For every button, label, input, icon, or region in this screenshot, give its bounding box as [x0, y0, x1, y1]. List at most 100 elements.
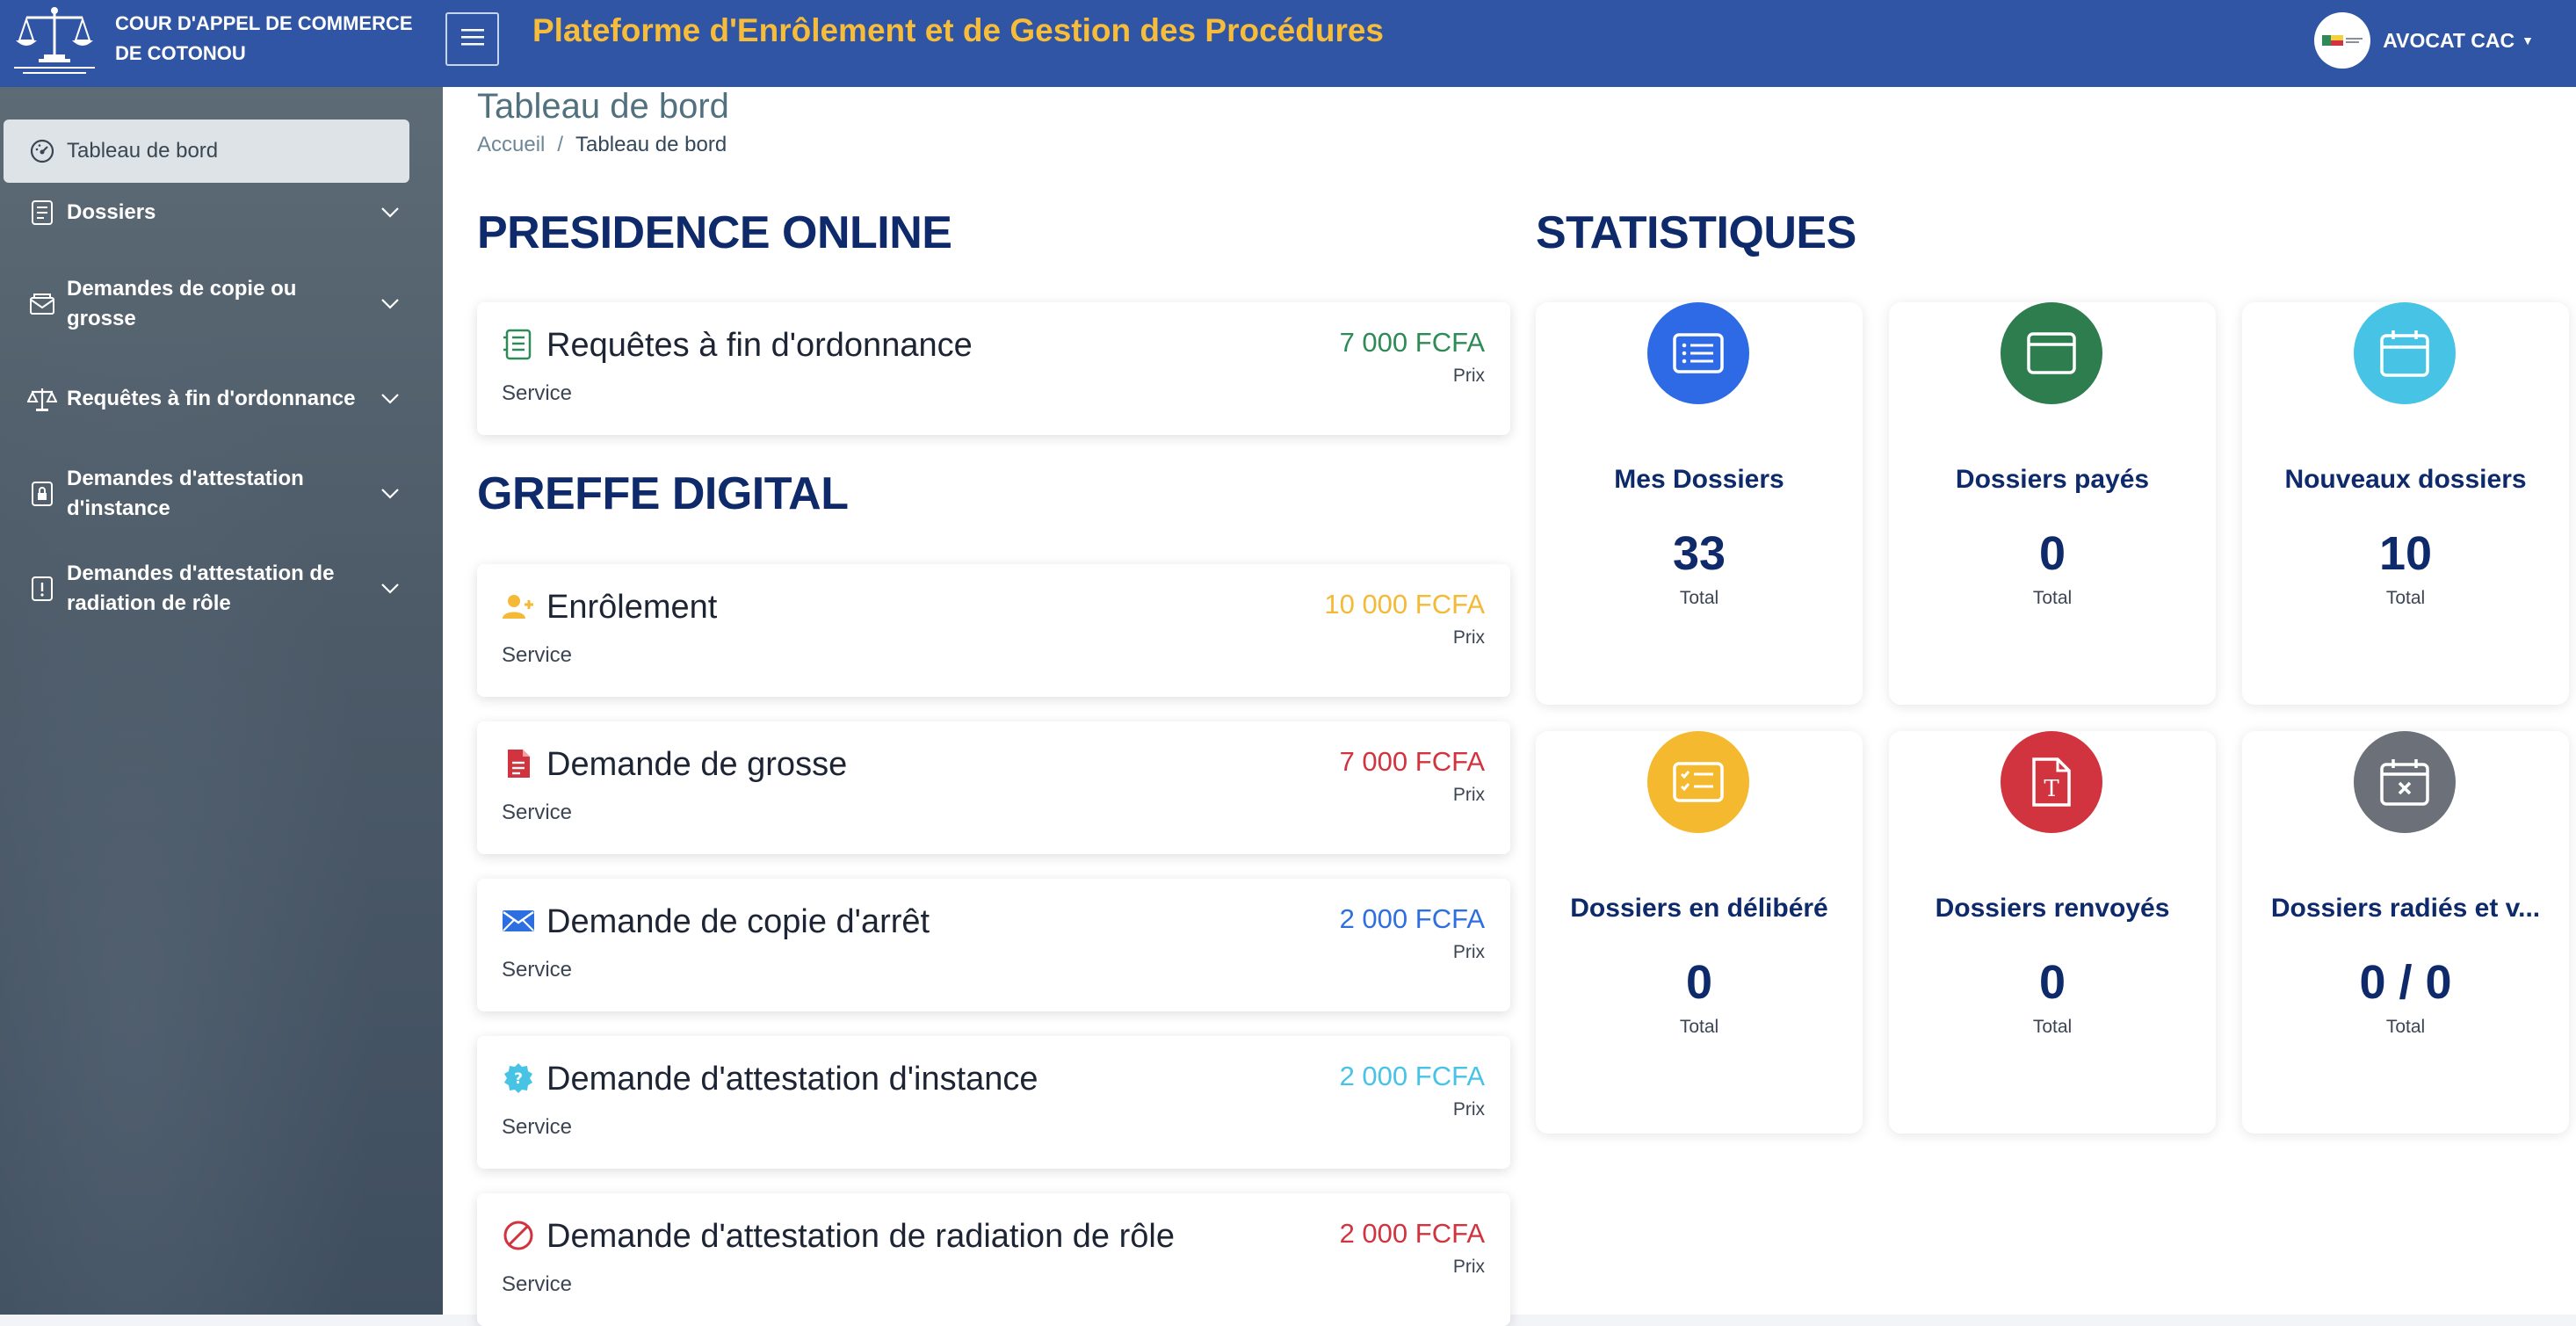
sidebar-item-dossiers[interactable]: Dossiers	[4, 186, 409, 239]
presidence-heading: PRESIDENCE ONLINE	[477, 207, 952, 258]
chevron-down-icon	[371, 207, 409, 219]
court-name: COUR D'APPEL DE COMMERCE DE COTONOU	[115, 12, 413, 64]
sidebar-item-ordonnance-requests[interactable]: Requêtes à fin d'ordonnance	[4, 364, 409, 434]
menu-toggle-button[interactable]	[445, 12, 499, 66]
service-card-attestation-radiation[interactable]: Demande d'attestation de radiation de rô…	[477, 1193, 1510, 1326]
service-price-label: Prix	[1452, 1099, 1485, 1119]
stat-total-label: Total	[2032, 1017, 2073, 1037]
stat-title: Mes Dossiers	[1614, 465, 1784, 494]
stat-total-label: Total	[2385, 588, 2426, 608]
alert-file-icon	[25, 576, 60, 602]
sidebar-item-instance-attestation[interactable]: Demandes d'attestation d'instance	[4, 459, 409, 529]
envelope-icon	[501, 903, 536, 938]
service-type: Service	[502, 801, 573, 824]
service-type: Service	[502, 958, 573, 982]
avatar	[2314, 12, 2371, 69]
stat-card-dossiers-payes[interactable]: Dossiers payés 0 Total	[1889, 302, 2216, 705]
greffe-heading: GREFFE DIGITAL	[477, 468, 849, 519]
user-name: AVOCAT CAC	[2383, 28, 2515, 52]
stat-total-label: Total	[2032, 588, 2073, 608]
sidebar-item-copy-requests[interactable]: Demandes de copie ou grosse	[4, 269, 409, 339]
sidebar-item-dashboard[interactable]: Tableau de bord	[4, 120, 409, 183]
document-list-icon	[501, 327, 536, 362]
breadcrumb-separator: /	[557, 133, 564, 156]
breadcrumb-home-link[interactable]: Accueil	[477, 133, 546, 156]
sidebar-item-label: Demandes d'attestation de radiation de r…	[67, 562, 335, 615]
service-card-grosse[interactable]: Demande de grosse Service 7 000 FCFA Pri…	[477, 721, 1510, 854]
question-badge-icon: ?	[501, 1061, 536, 1096]
stat-value: 0	[1685, 956, 1713, 1009]
stat-title: Nouveaux dossiers	[2284, 465, 2527, 494]
sidebar-item-label: Tableau de bord	[67, 139, 219, 163]
sidebar-item-radiation-attestation[interactable]: Demandes d'attestation de radiation de r…	[4, 554, 409, 624]
service-name: Demande d'attestation de radiation de rô…	[546, 1218, 1175, 1255]
stat-value: 0	[2038, 527, 2066, 580]
hamburger-icon	[460, 28, 484, 50]
service-price-label: Prix	[1452, 366, 1485, 386]
service-price: 7 000 FCFA	[1339, 746, 1485, 777]
service-name: Demande d'attestation d'instance	[546, 1061, 1038, 1098]
stat-title: Dossiers renvoyés	[1935, 894, 2170, 923]
chevron-down-icon: ▼	[2522, 33, 2534, 47]
lock-file-icon	[25, 481, 60, 507]
stat-total-label: Total	[1679, 588, 1719, 608]
service-price-label: Prix	[1452, 942, 1485, 962]
top-header: COUR D'APPEL DE COMMERCE DE COTONOU Plat…	[0, 0, 2576, 87]
service-price-label: Prix	[1452, 1257, 1485, 1277]
stat-title: Dossiers en délibéré	[1570, 894, 1828, 923]
sidebar-item-label: Demandes de copie ou grosse	[67, 277, 297, 330]
service-type: Service	[502, 1272, 573, 1296]
stat-title: Dossiers payés	[1955, 465, 2150, 494]
stat-card-dossiers-radies[interactable]: Dossiers radiés et v... 0 / 0 Total	[2242, 731, 2569, 1134]
dashboard-icon	[25, 139, 60, 163]
svg-text:?: ?	[514, 1070, 523, 1088]
calendar-x-icon	[2354, 731, 2456, 833]
chevron-down-icon	[371, 488, 409, 500]
service-price-label: Prix	[1452, 627, 1485, 648]
scale-icon	[25, 386, 60, 412]
sidebar-item-label: Demandes d'attestation d'instance	[67, 467, 304, 520]
service-name: Requêtes à fin d'ordonnance	[546, 327, 973, 364]
service-name: Demande de copie d'arrêt	[546, 903, 930, 940]
sidebar-item-label: Dossiers	[67, 200, 156, 224]
stat-total-label: Total	[1679, 1017, 1719, 1037]
service-card-copie-arret[interactable]: Demande de copie d'arrêt Service 2 000 F…	[477, 879, 1510, 1011]
service-type: Service	[502, 643, 573, 667]
service-name: Demande de grosse	[546, 746, 848, 783]
file-icon	[501, 746, 536, 781]
service-price: 2 000 FCFA	[1339, 1218, 1485, 1249]
calendar-icon	[2354, 302, 2456, 404]
service-price: 10 000 FCFA	[1324, 589, 1485, 620]
stat-value: 33	[1672, 527, 1726, 580]
page-title: Tableau de bord	[477, 87, 729, 126]
service-type: Service	[502, 1115, 573, 1139]
stat-title: Dossiers radiés et v...	[2270, 894, 2541, 923]
stat-card-mes-dossiers[interactable]: Mes Dossiers 33 Total	[1536, 302, 1863, 705]
list-icon	[1647, 302, 1749, 404]
checklist-icon	[1647, 731, 1749, 833]
stat-card-dossiers-delibere[interactable]: Dossiers en délibéré 0 Total	[1536, 731, 1863, 1134]
service-card-enrolement[interactable]: Enrôlement Service 10 000 FCFA Prix	[477, 564, 1510, 697]
chevron-down-icon	[371, 393, 409, 405]
document-icon	[25, 199, 60, 226]
court-logo	[11, 4, 98, 79]
service-card-requetes[interactable]: Requêtes à fin d'ordonnance Service 7 00…	[477, 302, 1510, 435]
main-content: Tableau de bord Accueil / Tableau de bord …	[443, 87, 2576, 1326]
app-title: Plateforme d'Enrôlement et de Gestion de…	[532, 12, 1385, 48]
service-card-attestation-instance[interactable]: ? Demande d'attestation d'instance Servi…	[477, 1036, 1510, 1169]
breadcrumb: Accueil / Tableau de bord	[477, 133, 727, 157]
service-price: 2 000 FCFA	[1339, 1061, 1485, 1091]
envelope-icon	[25, 293, 60, 315]
service-price: 7 000 FCFA	[1339, 327, 1485, 358]
sidebar: Tableau de bord Dossiers Demandes de cop…	[0, 87, 443, 1315]
service-price-label: Prix	[1452, 785, 1485, 805]
prohibited-icon	[501, 1218, 536, 1253]
sidebar-item-label: Requêtes à fin d'ordonnance	[67, 387, 356, 410]
stat-card-dossiers-renvoyes[interactable]: T Dossiers renvoyés 0 Total	[1889, 731, 2216, 1134]
user-plus-icon	[501, 589, 536, 624]
service-type: Service	[502, 381, 573, 405]
user-menu[interactable]: AVOCAT CAC ▼	[2314, 12, 2534, 69]
stat-total-label: Total	[2385, 1017, 2426, 1037]
stat-card-nouveaux-dossiers[interactable]: Nouveaux dossiers 10 Total	[2242, 302, 2569, 705]
text-file-icon: T	[2001, 731, 2102, 833]
